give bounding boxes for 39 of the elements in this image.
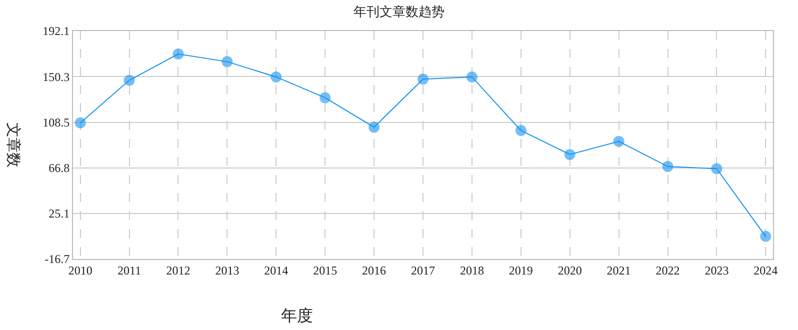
x-tick-label: 2019: [508, 263, 533, 278]
x-axis-title: 年度: [281, 307, 313, 325]
point: [760, 230, 772, 242]
point: [222, 56, 233, 68]
y-tick-label: 192.1: [42, 24, 70, 38]
point: [418, 74, 428, 85]
point: [270, 71, 282, 82]
point: [466, 71, 478, 82]
point: [662, 161, 674, 172]
y-tick-label: 66.8: [48, 161, 70, 176]
x-tick-label: 2021: [606, 263, 631, 278]
point: [613, 136, 624, 147]
x-tick-label: 2022: [656, 263, 680, 278]
x-tick-label: 2011: [118, 263, 142, 278]
x-tick-label: 2012: [166, 263, 190, 278]
x-tick-label: 2024: [754, 263, 778, 278]
y-tick-label: 150.3: [42, 70, 70, 84]
x-tick-label: 2020: [558, 263, 582, 278]
point: [172, 48, 184, 60]
x-tick-label: 2014: [264, 263, 288, 278]
point: [515, 124, 526, 136]
x-tick-label: 2016: [362, 263, 386, 278]
x-tick-label: 2010: [68, 263, 92, 278]
point: [711, 163, 722, 174]
x-tick-label: 2017: [411, 263, 435, 278]
y-axis-title: 文章数: [4, 122, 22, 168]
point: [320, 92, 331, 104]
y-tick-label: -16.7: [44, 252, 70, 266]
x-tick-label: 2018: [460, 263, 484, 278]
chart-title: 年刊文章数趋势: [354, 4, 444, 20]
point: [564, 149, 576, 160]
point: [368, 122, 380, 133]
x-tick-label: 2023: [704, 263, 729, 278]
point: [124, 74, 135, 86]
x-tick-label: 2015: [313, 263, 338, 278]
point: [74, 117, 86, 128]
y-tick-label: 108.5: [42, 115, 70, 130]
y-tick-label: 25.1: [48, 206, 70, 221]
x-tick-label: 2013: [215, 263, 240, 278]
